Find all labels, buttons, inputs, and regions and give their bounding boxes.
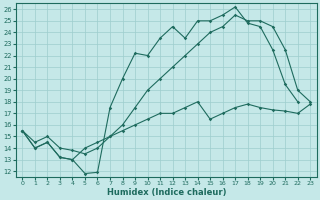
X-axis label: Humidex (Indice chaleur): Humidex (Indice chaleur) — [107, 188, 226, 197]
